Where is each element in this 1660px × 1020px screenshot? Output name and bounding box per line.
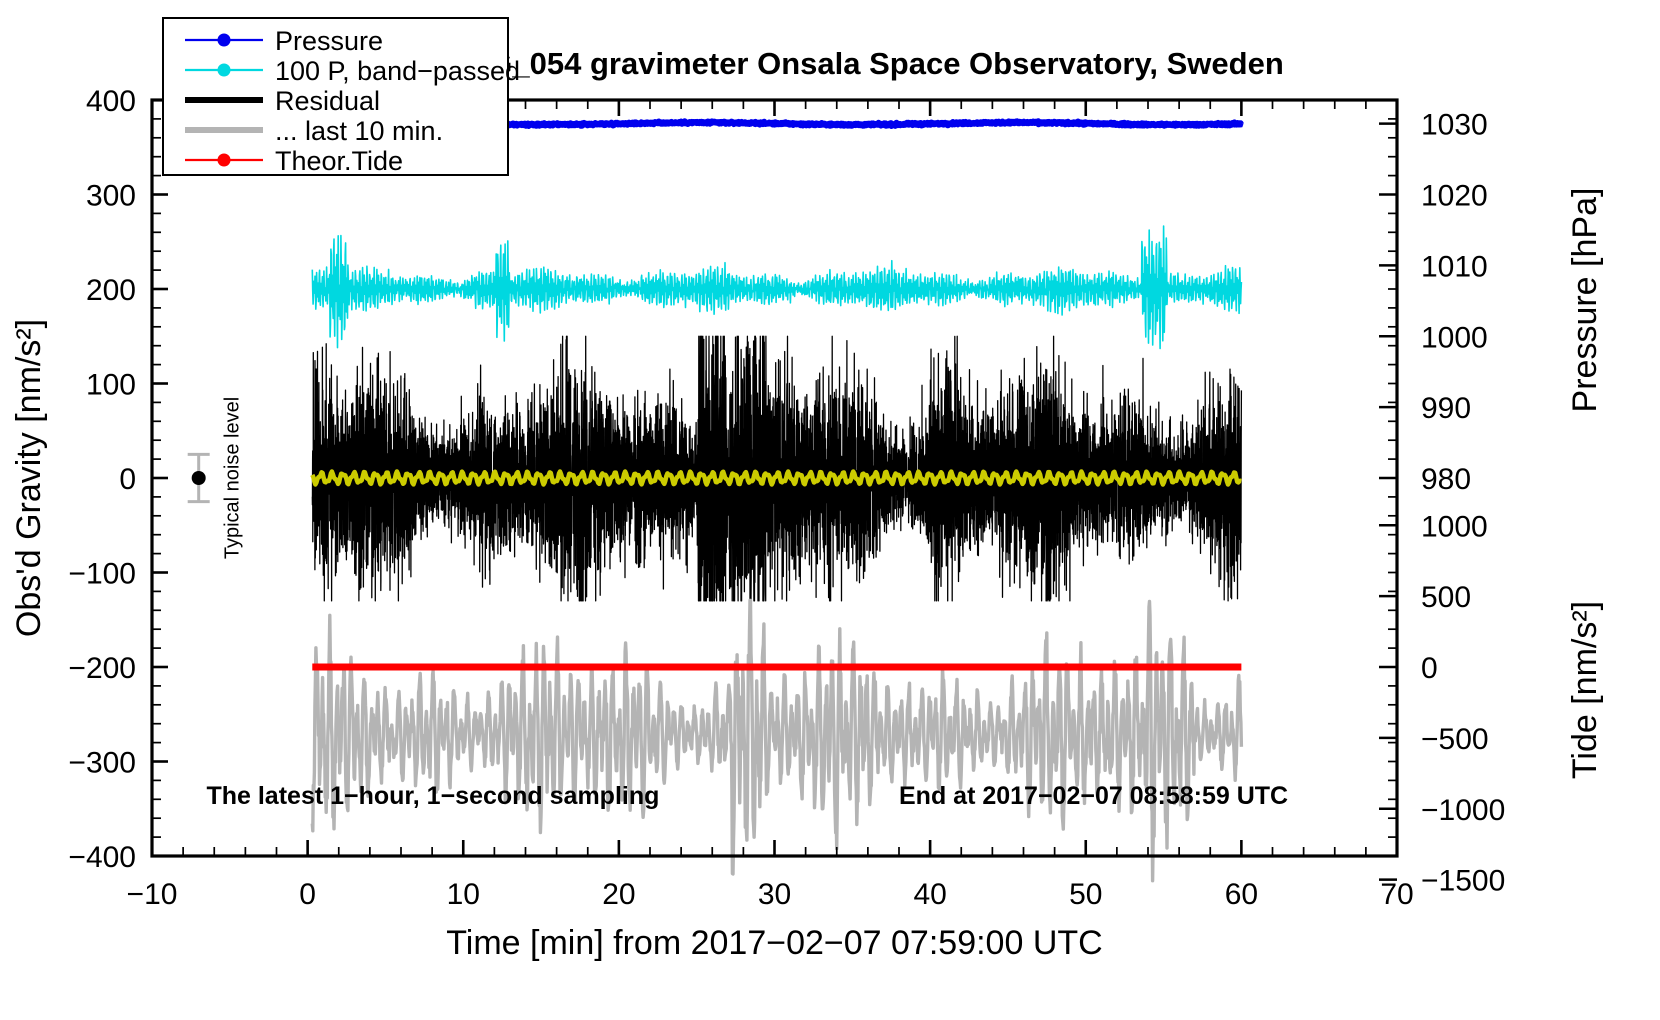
tide-tick-label: −500: [1421, 723, 1489, 756]
y-tick-label: −300: [68, 747, 136, 780]
x-tick-label: 70: [1380, 878, 1413, 911]
sampling-note: The latest 1−hour, 1−second sampling: [206, 782, 659, 810]
legend-marker-1: [217, 33, 231, 47]
legend-label-3: Residual: [275, 86, 380, 116]
legend-item[interactable]: 100 P, band−passed: [185, 56, 520, 86]
y-tick-label: −200: [68, 652, 136, 685]
x-tick-label: 10: [447, 878, 480, 911]
legend-item[interactable]: Residual: [185, 86, 380, 116]
legend-label-1: Pressure: [275, 26, 383, 56]
typical-noise-level-label: Typical noise level: [222, 397, 244, 559]
tide-tick-label: 500: [1421, 581, 1471, 614]
series-residual: [311, 335, 1243, 602]
y-tick-label: −100: [68, 558, 136, 591]
pressure-tick-label: 1020: [1421, 180, 1488, 213]
legend-label-2: 100 P, band−passed: [275, 56, 520, 86]
pressure-tick-label: 1000: [1421, 321, 1488, 354]
labels-group: −10 0 10 20 30 40 50 60 70−400−300−200−100010020…: [10, 46, 1604, 962]
tide-tick-label: −1000: [1421, 794, 1505, 827]
tide-tick-label: 0: [1421, 652, 1438, 685]
legend-label-5: Theor.Tide: [275, 146, 403, 176]
series-last-10-min: [310, 598, 1244, 883]
noise-center-dot: [191, 471, 206, 485]
y-tick-label: 400: [86, 85, 136, 118]
legend-item[interactable]: Pressure: [185, 26, 383, 56]
pressure-tick-label: 990: [1421, 392, 1471, 425]
legend-marker-5: [217, 153, 231, 167]
legend-item[interactable]: ... last 10 min.: [185, 116, 443, 146]
pressure-tick-label: 980: [1421, 463, 1471, 496]
y-tick-label: 100: [86, 369, 136, 402]
series-band-passed: [311, 225, 1243, 350]
legend-item[interactable]: Theor.Tide: [185, 146, 403, 176]
x-tick-label: 60: [1225, 878, 1258, 911]
axes-group: [150, 98, 1399, 881]
series-tide-fit-overlay: [310, 469, 1243, 487]
x-tick-label: −10: [127, 878, 178, 911]
pressure-tick-label: 1010: [1421, 250, 1488, 283]
y-tick-label: −400: [68, 841, 136, 874]
data-traces-group: [309, 118, 1244, 883]
y-tick-label: 0: [119, 463, 136, 496]
legend-label-4: ... last 10 min.: [275, 116, 443, 146]
y-tick-label: 200: [86, 274, 136, 307]
annotations-group: Typical noise level The latest 1−hour, 1−…: [187, 397, 1288, 810]
x-tick-label: 40: [913, 878, 946, 911]
y-axis-title-tide: Tide [nm/s²]: [1566, 601, 1604, 779]
y-axis-title-pressure: Pressure [hPa]: [1566, 188, 1604, 413]
pressure-tick-label: 1030: [1421, 109, 1488, 142]
x-tick-label: 50: [1069, 878, 1102, 911]
x-tick-label: 20: [602, 878, 635, 911]
x-tick-label: 0: [299, 878, 316, 911]
y-tick-label: 300: [86, 180, 136, 213]
end-time-note: End at 2017−02−07 08:58:59 UTC: [899, 782, 1288, 810]
x-tick-label: 30: [758, 878, 791, 911]
legend-marker-2: [217, 63, 231, 77]
chart-title: SCG_054 gravimeter Onsala Space Observat…: [445, 46, 1284, 81]
tide-tick-label: 1000: [1421, 510, 1488, 543]
tide-tick-label: −1500: [1421, 865, 1505, 898]
x-axis-title: Time [min] from 2017−02−07 07:59:00 UTC: [446, 924, 1102, 962]
y-axis-title-left: Obs'd Gravity [nm/s²]: [10, 319, 48, 637]
